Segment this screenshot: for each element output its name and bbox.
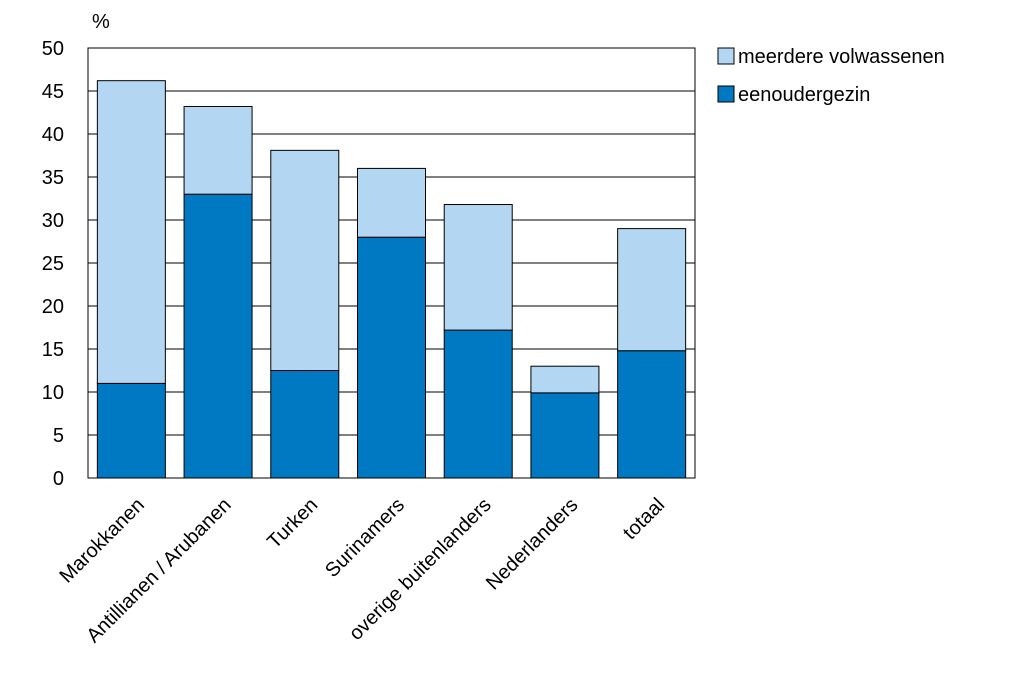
y-tick-label: 50 — [42, 38, 64, 60]
x-tick-label: Marokkanen — [56, 494, 149, 587]
bar-meerdere-volwassenen — [96, 80, 166, 384]
legend-swatch — [717, 85, 735, 103]
bar-eenoudergezin — [443, 329, 513, 479]
bar-eenoudergezin — [530, 392, 600, 479]
bar-meerdere-volwassenen — [530, 365, 600, 394]
x-tick-label: Nederlanders — [482, 494, 582, 594]
bars — [96, 80, 687, 479]
y-tick-label: 0 — [53, 468, 64, 490]
y-axis-ticks: 0 5 10 15 20 25 30 35 40 45 50 — [42, 38, 64, 490]
bar-meerdere-volwassenen — [443, 204, 513, 331]
x-tick-label: totaal — [619, 494, 669, 544]
bar-meerdere-volwassenen — [617, 228, 687, 352]
legend-swatch — [717, 47, 735, 65]
y-tick-label: 45 — [42, 81, 64, 103]
bar-eenoudergezin — [183, 193, 253, 479]
legend-label: eenoudergezin — [738, 84, 870, 106]
bar-meerdere-volwassenen — [357, 167, 426, 238]
legend-label: meerdere volwassenen — [738, 46, 945, 68]
x-tick-label: overige buitenlanders — [345, 494, 496, 645]
y-tick-label: 20 — [42, 296, 64, 318]
y-tick-label: 5 — [53, 425, 64, 447]
x-tick-label: Turken — [263, 494, 322, 553]
y-tick-label: 35 — [42, 167, 64, 189]
y-tick-label: 15 — [42, 339, 64, 361]
bar-eenoudergezin — [270, 370, 340, 479]
plot-frame — [87, 47, 696, 479]
y-axis-label: % — [92, 11, 110, 33]
bar-eenoudergezin — [617, 350, 687, 479]
y-tick-label: 10 — [42, 382, 64, 404]
bar-eenoudergezin — [357, 236, 426, 479]
bar-meerdere-volwassenen — [183, 105, 253, 195]
x-tick-label: Surinamers — [321, 494, 409, 582]
y-tick-label: 30 — [42, 210, 64, 232]
y-tick-label: 40 — [42, 124, 64, 146]
y-tick-label: 25 — [42, 253, 64, 275]
bar-eenoudergezin — [96, 382, 166, 479]
legend: meerdere volwassenen eenoudergezin — [717, 46, 945, 106]
x-tick-label: Antillianen / Arubanen — [82, 494, 235, 647]
bar-meerdere-volwassenen — [270, 149, 340, 371]
